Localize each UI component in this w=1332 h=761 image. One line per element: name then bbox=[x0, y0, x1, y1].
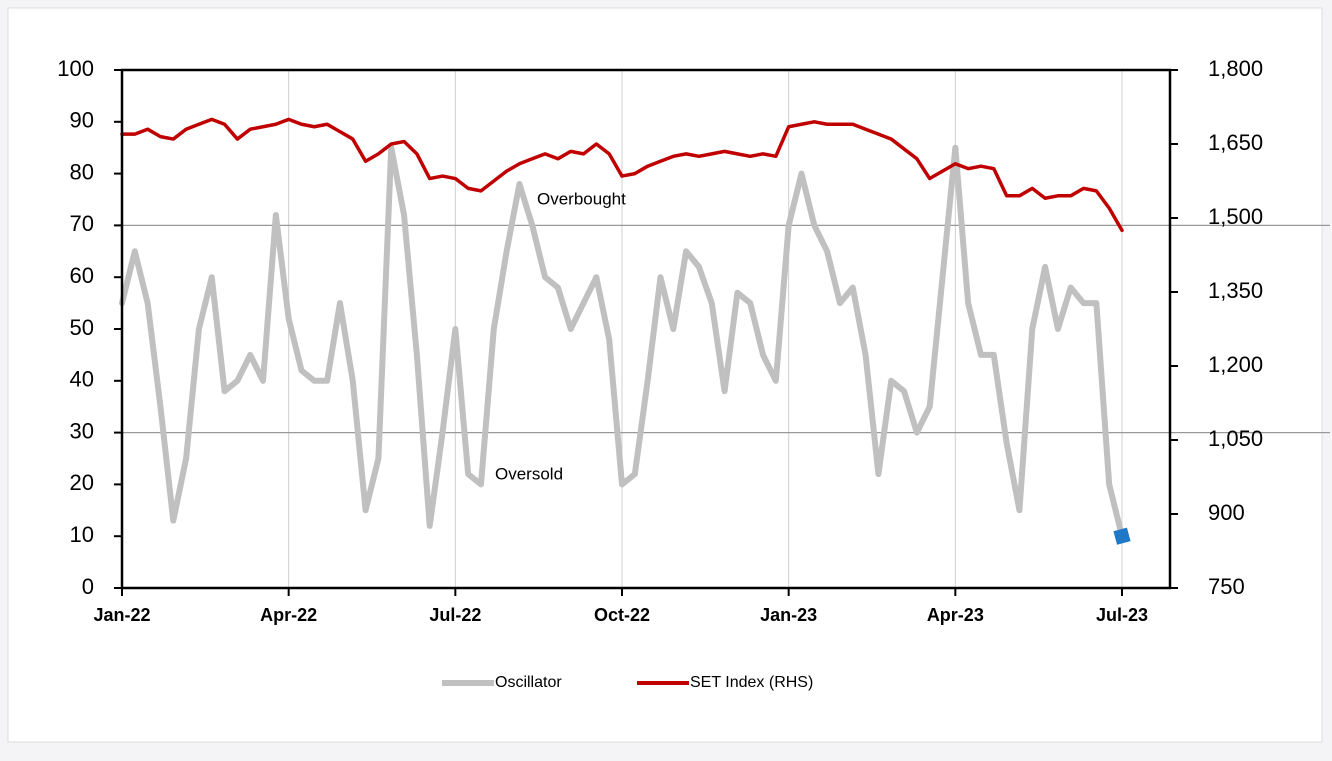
y-tick-label: 50 bbox=[70, 315, 94, 340]
y-tick-label: 90 bbox=[70, 108, 94, 133]
annotation: Oversold bbox=[495, 464, 563, 483]
y2-tick-label: 1,500 bbox=[1208, 204, 1263, 229]
x-tick-label: Apr-22 bbox=[260, 605, 317, 625]
y-tick-label: 100 bbox=[57, 56, 94, 81]
y-tick-label: 30 bbox=[70, 418, 94, 443]
y-tick-label: 10 bbox=[70, 522, 94, 547]
x-tick-label: Jan-22 bbox=[93, 605, 150, 625]
y-tick-label: 70 bbox=[70, 211, 94, 236]
y-tick-label: 80 bbox=[70, 159, 94, 184]
plot-frame bbox=[120, 68, 1172, 590]
y-tick-label: 20 bbox=[70, 470, 94, 495]
y-tick-label: 0 bbox=[82, 574, 94, 599]
y2-tick-label: 1,650 bbox=[1208, 130, 1263, 155]
legend-label: Oscillator bbox=[495, 674, 562, 691]
y2-tick-label: 1,350 bbox=[1208, 278, 1263, 303]
y-tick-label: 60 bbox=[70, 263, 94, 288]
x-tick-label: Jan-23 bbox=[760, 605, 817, 625]
x-tick-label: Jul-23 bbox=[1096, 605, 1148, 625]
annotation: Overbought bbox=[537, 189, 626, 208]
y2-tick-label: 1,200 bbox=[1208, 352, 1263, 377]
x-tick-label: Oct-22 bbox=[594, 605, 650, 625]
series-line bbox=[120, 117, 1124, 233]
y2-tick-label: 900 bbox=[1208, 500, 1245, 525]
y2-tick-label: 1,050 bbox=[1208, 426, 1263, 451]
legend-label: SET Index (RHS) bbox=[690, 674, 813, 691]
y2-tick-label: 1,800 bbox=[1208, 56, 1263, 81]
x-tick-label: Apr-23 bbox=[927, 605, 984, 625]
chart-card bbox=[7, 7, 1323, 743]
y-tick-label: 40 bbox=[70, 367, 94, 392]
y2-tick-label: 750 bbox=[1208, 574, 1245, 599]
x-tick-label: Jul-22 bbox=[429, 605, 481, 625]
last-point-marker bbox=[1113, 527, 1131, 545]
series-line bbox=[119, 144, 1125, 540]
